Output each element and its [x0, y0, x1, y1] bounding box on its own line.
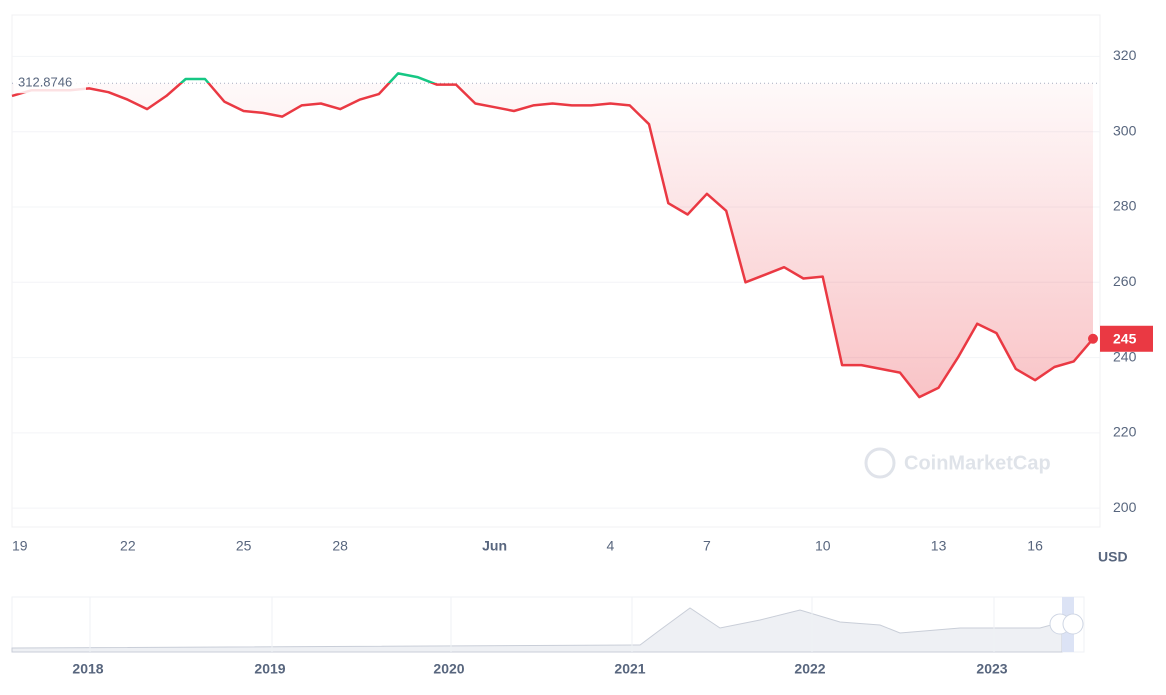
price-area	[12, 83, 1093, 398]
x-tick-label: 28	[332, 538, 348, 554]
x-tick-label: 13	[931, 538, 947, 554]
x-tick-label: 22	[120, 538, 136, 554]
reference-label-bg	[14, 73, 86, 94]
reference-label: 312.8746	[18, 75, 72, 90]
y-tick-label: 300	[1113, 122, 1137, 138]
x-tick-label: 16	[1027, 538, 1043, 554]
x-tick-label: 4	[607, 538, 615, 554]
plot-frame	[11, 14, 1101, 528]
y-tick-label: 240	[1113, 348, 1137, 364]
navigator-label: 2023	[976, 661, 1007, 677]
watermark-text: CoinMarketCap	[904, 452, 1051, 474]
unit-label: USD	[1098, 549, 1128, 565]
watermark-logo	[864, 447, 896, 479]
navigator-label: 2018	[72, 661, 103, 677]
y-tick-label: 280	[1113, 198, 1137, 214]
navigator-label: 2020	[433, 661, 464, 677]
navigator-handle[interactable]	[1062, 613, 1084, 635]
x-tick-label: 19	[12, 538, 28, 554]
last-point	[1088, 333, 1098, 344]
y-tick-label: 320	[1113, 47, 1137, 63]
navigator-label: 2021	[614, 661, 645, 677]
navigator-label: 2022	[794, 661, 825, 677]
watermark: CoinMarketCap	[864, 447, 1051, 479]
current-price-label: 245	[1113, 330, 1137, 346]
x-tick-label: 10	[815, 538, 831, 554]
navigator-area	[11, 607, 1063, 653]
price-line	[11, 72, 1094, 399]
y-tick-label: 260	[1113, 273, 1137, 289]
navigator-label: 2019	[254, 661, 285, 677]
y-tick-label: 200	[1113, 499, 1137, 515]
y-tick-label: 220	[1113, 424, 1137, 440]
x-tick-label: 7	[703, 538, 711, 554]
x-tick-label: 25	[236, 538, 252, 554]
current-price-tag	[1100, 325, 1153, 352]
x-tick-label: Jun	[482, 538, 507, 554]
navigator	[11, 596, 1085, 653]
